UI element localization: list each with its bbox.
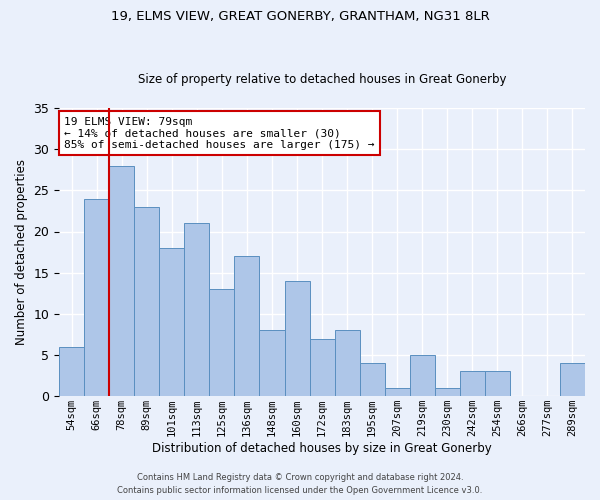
Bar	[485, 372, 510, 396]
Bar	[410, 355, 435, 396]
Bar	[259, 330, 284, 396]
Bar	[310, 338, 335, 396]
Y-axis label: Number of detached properties: Number of detached properties	[15, 159, 28, 345]
Bar	[385, 388, 410, 396]
Text: 19, ELMS VIEW, GREAT GONERBY, GRANTHAM, NG31 8LR: 19, ELMS VIEW, GREAT GONERBY, GRANTHAM, …	[110, 10, 490, 23]
Bar	[335, 330, 359, 396]
X-axis label: Distribution of detached houses by size in Great Gonerby: Distribution of detached houses by size …	[152, 442, 492, 455]
Text: 19 ELMS VIEW: 79sqm
← 14% of detached houses are smaller (30)
85% of semi-detach: 19 ELMS VIEW: 79sqm ← 14% of detached ho…	[64, 116, 375, 150]
Bar	[84, 198, 109, 396]
Bar	[435, 388, 460, 396]
Title: Size of property relative to detached houses in Great Gonerby: Size of property relative to detached ho…	[138, 73, 506, 86]
Bar	[160, 248, 184, 396]
Bar	[209, 289, 235, 396]
Bar	[235, 256, 259, 396]
Bar	[59, 347, 84, 396]
Bar	[560, 363, 585, 396]
Bar	[134, 207, 160, 396]
Bar	[359, 363, 385, 396]
Bar	[460, 372, 485, 396]
Bar	[184, 224, 209, 396]
Text: Contains HM Land Registry data © Crown copyright and database right 2024.
Contai: Contains HM Land Registry data © Crown c…	[118, 474, 482, 495]
Bar	[284, 281, 310, 396]
Bar	[109, 166, 134, 396]
